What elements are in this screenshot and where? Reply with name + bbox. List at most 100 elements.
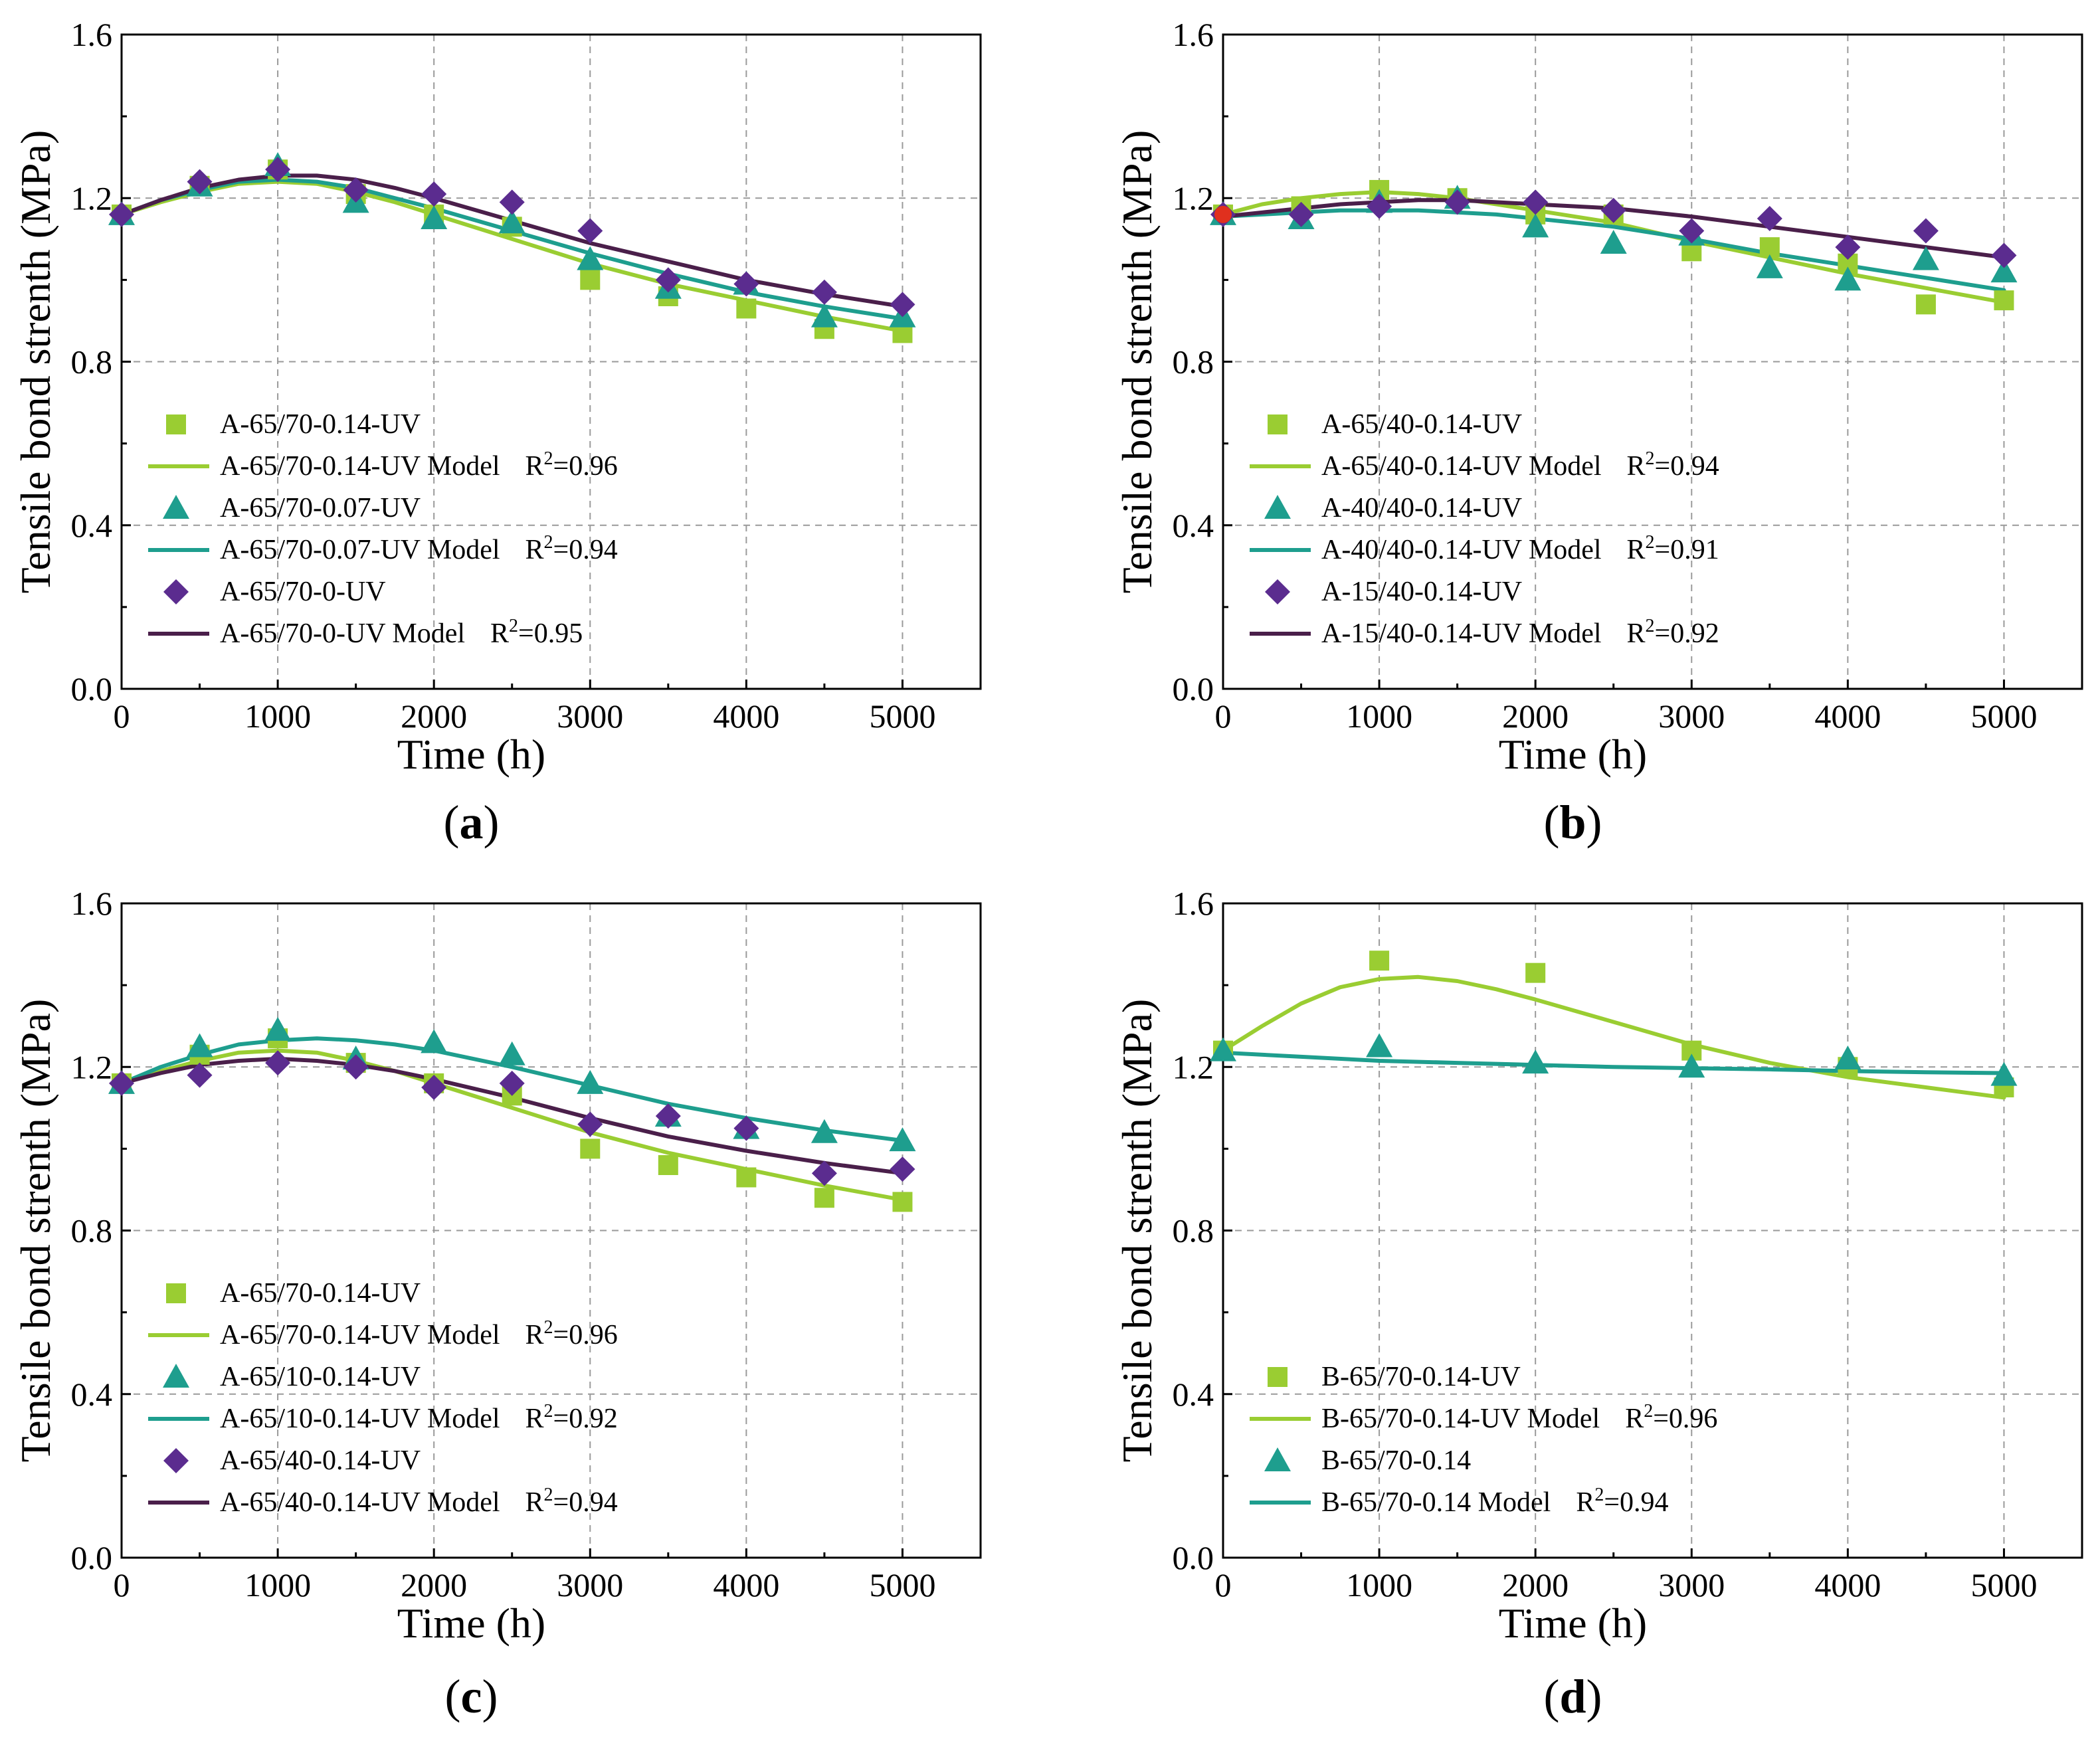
r-squared-exponent: 2 [509, 616, 518, 636]
panel-label-open: ( [444, 796, 460, 849]
y-axis-title: Tensile bond strenth (MPa) [12, 999, 59, 1463]
r-squared-value: =0.92 [1655, 618, 1719, 649]
legend-model-label: B-65/70-0.14-UV Model R2=0.96 [1321, 1401, 1717, 1434]
data-point-A-65/10-0.14-UV [811, 1119, 838, 1143]
y-tick-label: 0.8 [71, 1212, 113, 1249]
legend-label: A-15/40-0.14-UV [1321, 577, 1522, 607]
legend-marker-B-65/70-0.14-UV [1268, 1367, 1288, 1387]
panel-label: (a) [444, 796, 500, 849]
data-point-A-65/70-0-UV [265, 157, 291, 183]
legend-model-label: A-65/40-0.14-UV Model R2=0.94 [220, 1485, 618, 1518]
data-point-B-65/70-0.14 [1522, 1050, 1549, 1074]
data-point-A-15/40-0.14-UV [1600, 197, 1626, 223]
data-point-A-15/40-0.14-UV [1757, 206, 1782, 232]
legend-label: B-65/70-0.14-UV [1321, 1362, 1521, 1392]
model-line-A-65/70-0-UV [120, 173, 905, 309]
model-line-A-40/40-0.14-UV [1221, 208, 2006, 292]
y-tick-label: 0.0 [1173, 670, 1214, 707]
r-squared-exponent: 2 [1646, 616, 1655, 636]
model-label-text: A-65/70-0-UV Model [220, 618, 465, 649]
model-label-text: A-40/40-0.14-UV Model [1321, 535, 1602, 565]
legend-model-label: A-15/40-0.14-UV Model R2=0.92 [1321, 616, 1719, 649]
y-tick-label: 1.2 [71, 179, 113, 217]
panel-label-close: ) [482, 1670, 498, 1723]
r-squared-prefix: R [525, 1404, 544, 1434]
r-squared-prefix: R [525, 1320, 544, 1350]
y-tick-label: 0.0 [1173, 1539, 1214, 1576]
panel-label-open: ( [1543, 1670, 1559, 1723]
panel-label-letter: b [1559, 796, 1586, 849]
r-squared-value: =0.94 [1604, 1487, 1668, 1518]
data-point-A-65/70-0-UV [811, 279, 837, 305]
legend-label: A-65/70-0.14-UV [220, 1278, 421, 1309]
model-label-text: B-65/70-0.14 Model [1321, 1487, 1551, 1518]
legend-marker-A-65/40-0.14-UV [1268, 414, 1288, 434]
r-squared-value: =0.96 [553, 451, 618, 482]
model-label-text: A-65/40-0.14-UV Model [220, 1487, 500, 1518]
legend-model-label: A-40/40-0.14-UV Model R2=0.91 [1321, 532, 1719, 565]
x-tick-label: 4000 [713, 697, 779, 735]
data-point-A-15/40-0.14-UV [1913, 218, 1939, 244]
r-squared-prefix: R [1627, 535, 1646, 565]
y-tick-label: 1.2 [1173, 179, 1214, 217]
data-point-B-65/70-0.14 [1210, 1037, 1236, 1061]
y-tick-label: 0.4 [1173, 507, 1214, 544]
x-axis-title: Time (h) [1499, 1600, 1647, 1647]
data-point-A-40/40-0.14-UV [1756, 254, 1783, 278]
data-point-A-15/40-0.14-UV [1991, 242, 2017, 268]
legend-label: A-40/40-0.14-UV [1321, 493, 1522, 523]
data-point-A-15/40-0.14-UV [1523, 189, 1549, 215]
r-squared-prefix: R [490, 618, 509, 649]
y-axis-title: Tensile bond strenth (MPa) [1113, 999, 1161, 1463]
legend-model-label: A-65/40-0.14-UV Model R2=0.94 [1321, 448, 1719, 482]
model-line-A-65/70-0.14-UV [120, 179, 905, 333]
r-squared-exponent: 2 [544, 448, 553, 469]
legend-label: A-65/70-0.14-UV [220, 409, 421, 440]
data-point-A-65/70-0.07-UV [577, 246, 604, 270]
x-tick-label: 0 [114, 697, 130, 735]
r-squared-exponent: 2 [1646, 532, 1655, 553]
r-squared-exponent: 2 [544, 1317, 553, 1338]
x-tick-label: 5000 [1970, 697, 2037, 735]
data-point-A-65/70-0.14-UV [892, 1192, 913, 1212]
model-label-text: A-65/10-0.14-UV Model [220, 1404, 500, 1434]
y-tick-label: 0.8 [1173, 343, 1214, 381]
legend-marker-A-65/70-0-UV [163, 579, 189, 604]
legend-model-label: B-65/70-0.14 Model R2=0.94 [1321, 1485, 1669, 1518]
r-squared-exponent: 2 [544, 1401, 553, 1421]
data-point-A-15/40-0.14-UV [1367, 193, 1392, 219]
x-tick-label: 1000 [1346, 1566, 1412, 1604]
legend-model-label: A-65/10-0.14-UV Model R2=0.92 [220, 1401, 618, 1434]
data-point-A-65/10-0.14-UV [186, 1033, 213, 1057]
data-point-A-40/40-0.14-UV [1522, 213, 1549, 238]
data-point-A-65/70-0-UV [577, 218, 603, 244]
r-squared-prefix: R [1627, 618, 1646, 649]
legend-model-label: A-65/70-0-UV Model R2=0.95 [220, 616, 583, 649]
data-point-A-40/40-0.14-UV [1912, 246, 1939, 270]
data-point-A-65/70-0-UV [421, 181, 447, 207]
y-tick-label: 1.2 [1173, 1048, 1214, 1085]
data-point-A-65/70-0-UV [499, 189, 525, 215]
x-tick-label: 4000 [1814, 697, 1881, 735]
legend-marker-A-40/40-0.14-UV [1264, 495, 1291, 519]
y-tick-label: 0.8 [1173, 1212, 1214, 1249]
start-marker [1214, 205, 1232, 223]
r-squared-value: =0.95 [518, 618, 583, 649]
y-tick-label: 1.6 [1173, 885, 1214, 922]
data-point-A-65/70-0.14-UV [736, 1167, 757, 1188]
y-tick-label: 1.2 [71, 1048, 113, 1085]
chart-panel-a: 0 1000 2000 3000 4000 5000 0.0 0.4 0.8 1.2 1.6 Time… [12, 16, 982, 849]
panel-label: (b) [1543, 796, 1602, 849]
x-tick-label: 2000 [401, 697, 467, 735]
x-tick-label: 0 [114, 1566, 130, 1604]
r-squared-value: =0.94 [1655, 451, 1719, 482]
x-tick-label: 3000 [1658, 1566, 1725, 1604]
r-squared-prefix: R [1627, 451, 1646, 482]
y-tick-label: 0.0 [71, 1539, 113, 1576]
model-label-text: A-65/70-0.07-UV Model [220, 535, 500, 565]
model-label-text: A-65/40-0.14-UV Model [1321, 451, 1602, 482]
x-tick-label: 0 [1215, 1566, 1232, 1604]
data-point-A-65/40-0.14-UV [577, 1111, 603, 1137]
data-point-A-65/40-0.14-UV [187, 1062, 213, 1088]
